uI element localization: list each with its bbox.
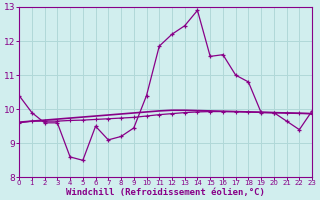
X-axis label: Windchill (Refroidissement éolien,°C): Windchill (Refroidissement éolien,°C) bbox=[66, 188, 265, 197]
